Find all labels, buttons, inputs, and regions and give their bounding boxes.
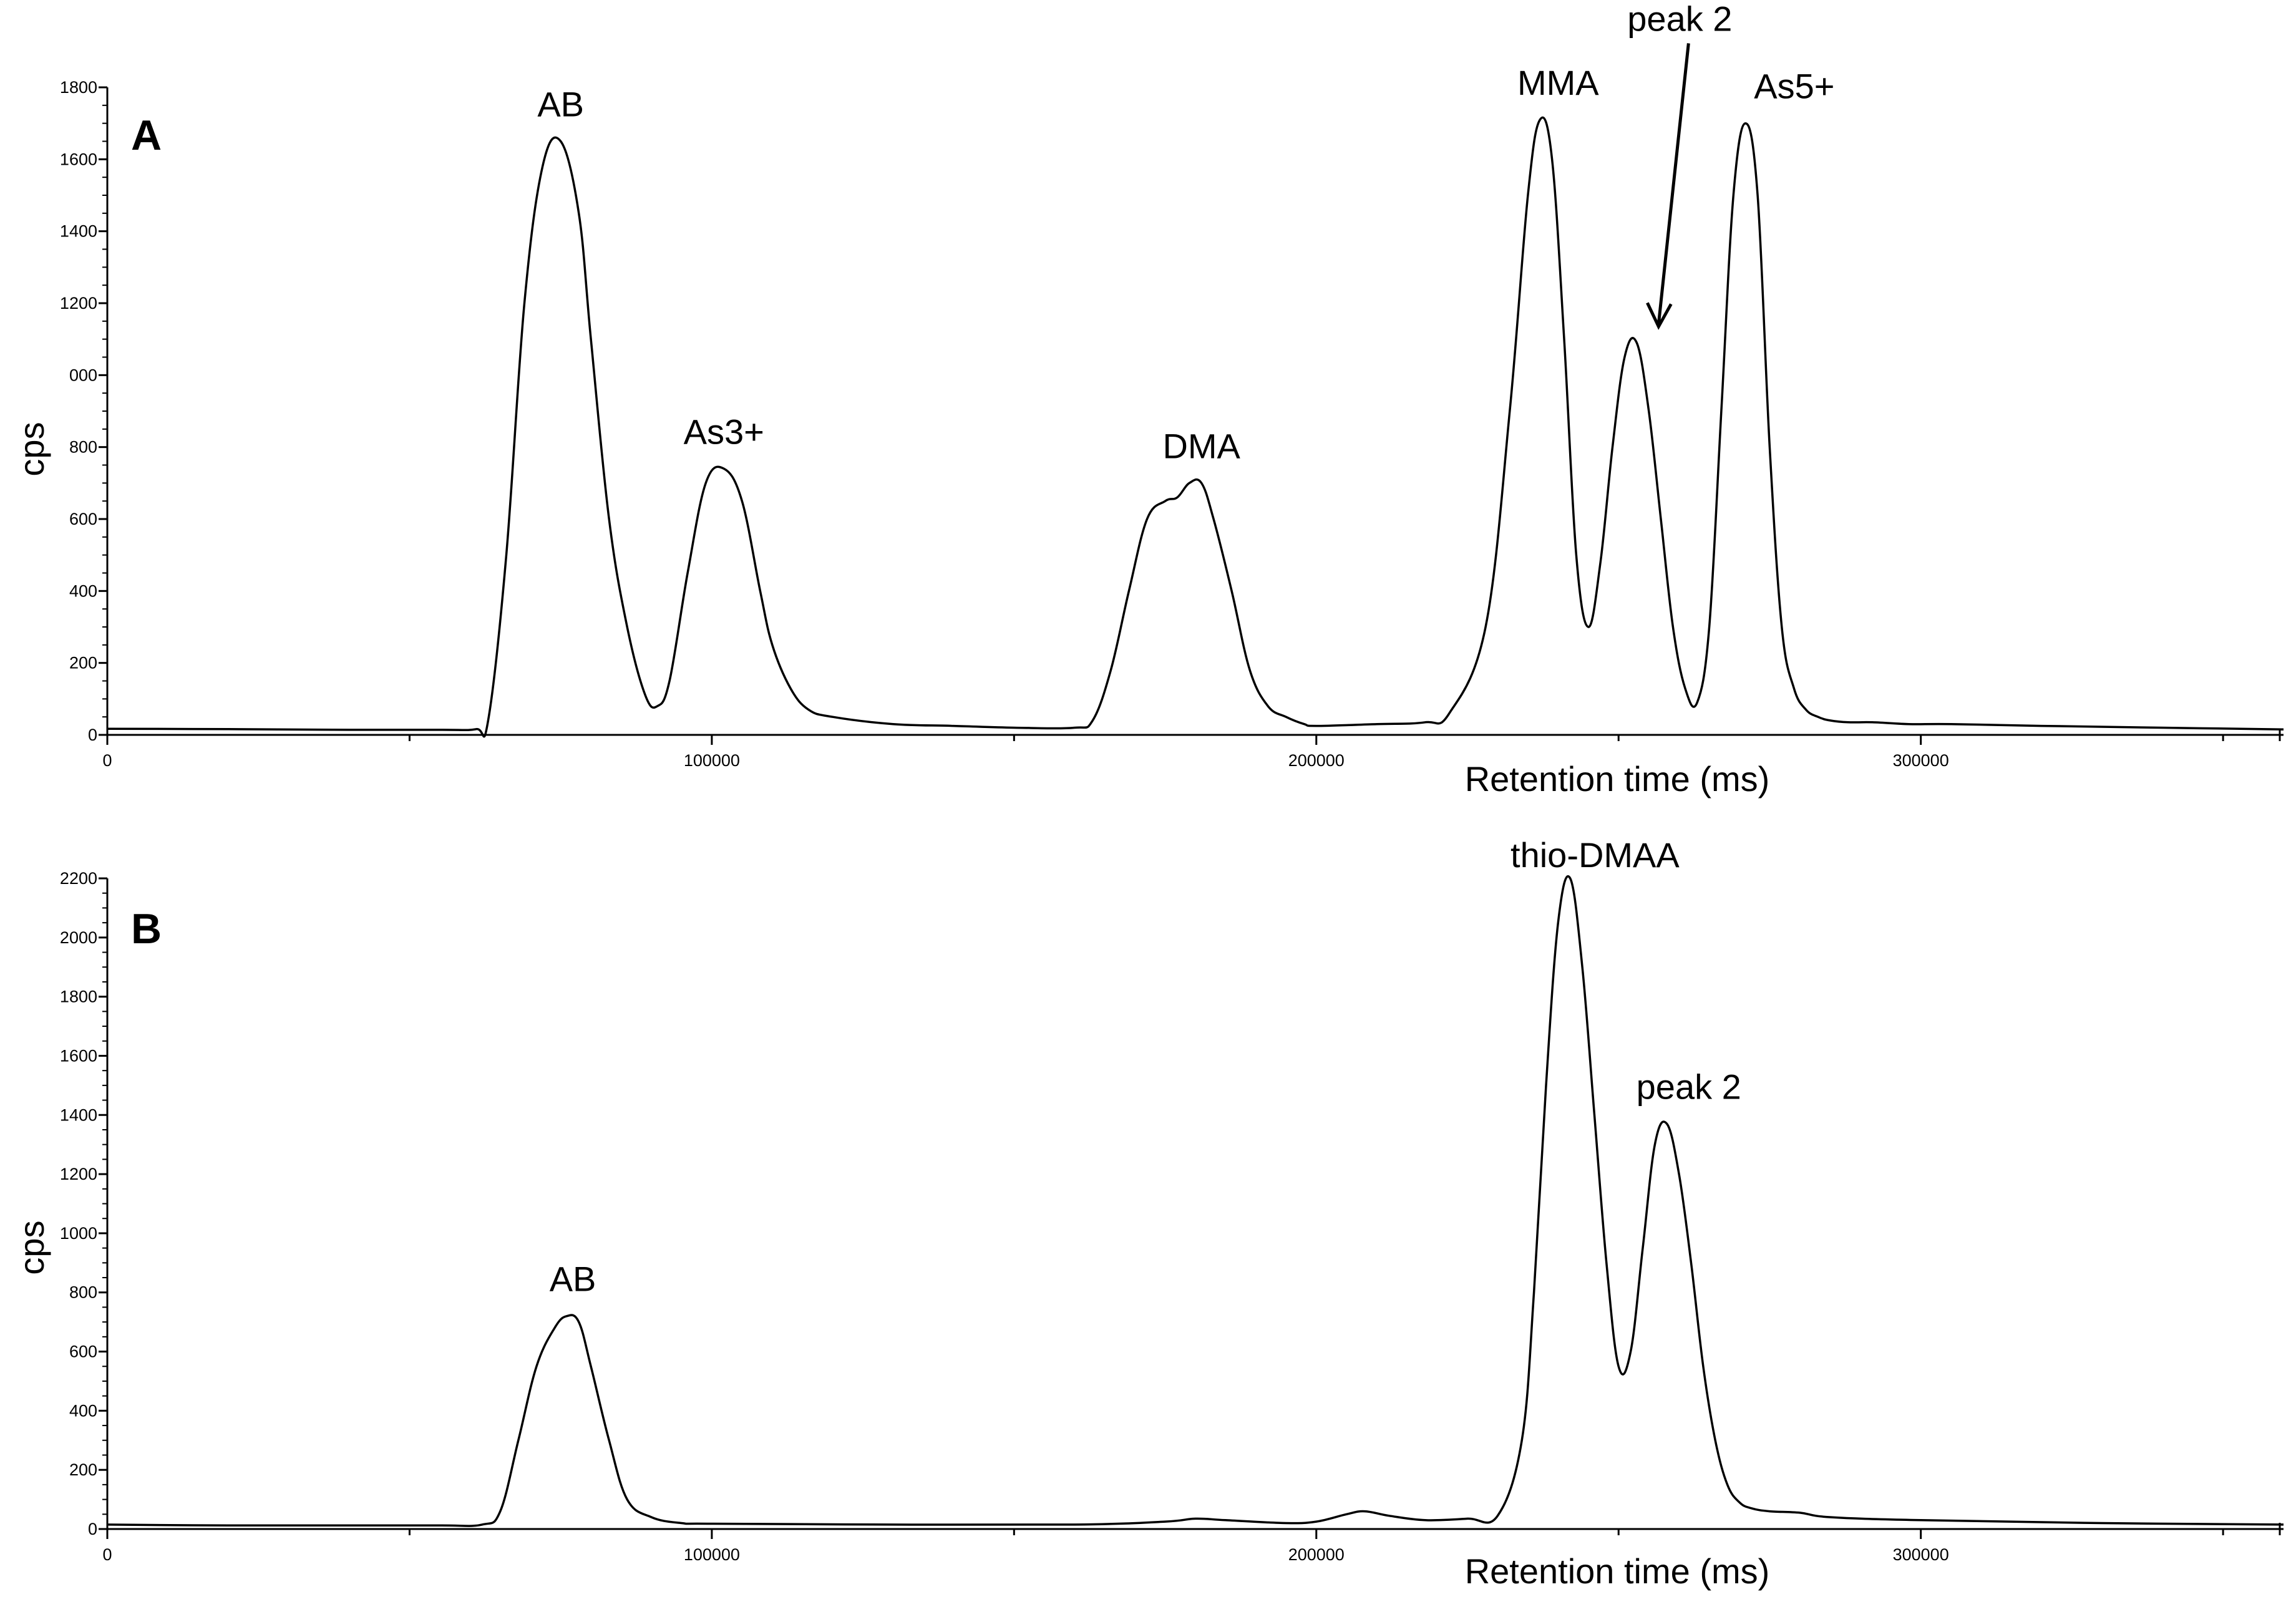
- peak-arrow-head: [1646, 302, 1673, 330]
- x-axis-title: Retention time (ms): [1465, 759, 1770, 799]
- x-tick-label: 300000: [1893, 1545, 1949, 1564]
- panel-letter: A: [131, 112, 162, 159]
- y-tick-label: 200: [69, 654, 97, 672]
- peak-label: AB: [537, 85, 584, 124]
- x-tick-label: 200000: [1288, 751, 1345, 770]
- x-tick-label: 0: [102, 1545, 112, 1564]
- peak-label: AB: [550, 1260, 596, 1299]
- y-tick-label: 1800: [60, 988, 97, 1006]
- peak-label: As5+: [1754, 67, 1834, 106]
- y-tick-label: 0: [88, 726, 97, 744]
- chart-panel-a: 0 200 400 600 800 000 1200 1400 1600 1800 0 100000 2…: [12, 0, 2284, 799]
- y-tick-label: 600: [69, 1342, 97, 1361]
- y-tick-label: 800: [69, 438, 97, 457]
- x-tick-label: 200000: [1288, 1545, 1345, 1564]
- y-tick-label: 1600: [60, 150, 97, 168]
- peak-label: peak 2: [1637, 1067, 1741, 1106]
- y-tick-label: 1400: [60, 1105, 97, 1124]
- y-axis-title: cps: [12, 1220, 51, 1274]
- y-tick-label: 1400: [60, 222, 97, 241]
- y-tick-label: 200: [69, 1460, 97, 1479]
- x-tick-label: 100000: [684, 751, 740, 770]
- y-tick-label: 1000: [60, 1224, 97, 1243]
- y-tick-label: 400: [69, 1401, 97, 1420]
- peak-label: thio-DMAA: [1510, 835, 1680, 875]
- x-axis-title: Retention time (ms): [1465, 1551, 1770, 1591]
- y-tick-label: 1200: [60, 1165, 97, 1183]
- peak-label: peak 2: [1627, 0, 1732, 38]
- y-tick-label: 1600: [60, 1046, 97, 1065]
- peak-label: DMA: [1162, 426, 1240, 465]
- y-tick-label: 600: [69, 510, 97, 528]
- x-tick-label: 100000: [684, 1545, 740, 1564]
- y-tick-label: 800: [69, 1283, 97, 1302]
- x-tick-label: 300000: [1893, 751, 1949, 770]
- y-axis-title: cps: [12, 422, 51, 476]
- y-tick-label: 2200: [60, 869, 97, 888]
- y-tick-label: 2000: [60, 928, 97, 947]
- y-tick-label: 0: [88, 1520, 97, 1538]
- peak-label: As3+: [684, 412, 764, 451]
- chromatogram-trace: [107, 875, 2284, 1527]
- peak-label: MMA: [1517, 63, 1599, 102]
- y-tick-label: 1200: [60, 294, 97, 313]
- chart-panel-b: 0 200 400 600 800 1000 1200 1400 1600 1800 2000 220…: [12, 835, 2284, 1591]
- x-tick-label: 0: [102, 751, 112, 770]
- y-tick-label: 400: [69, 581, 97, 600]
- y-tick-label: 000: [69, 366, 97, 384]
- chromatogram-trace: [107, 116, 2284, 738]
- panel-letter: B: [131, 905, 162, 953]
- peak-arrow-shaft: [1656, 43, 1690, 324]
- y-tick-label: 1800: [60, 78, 97, 97]
